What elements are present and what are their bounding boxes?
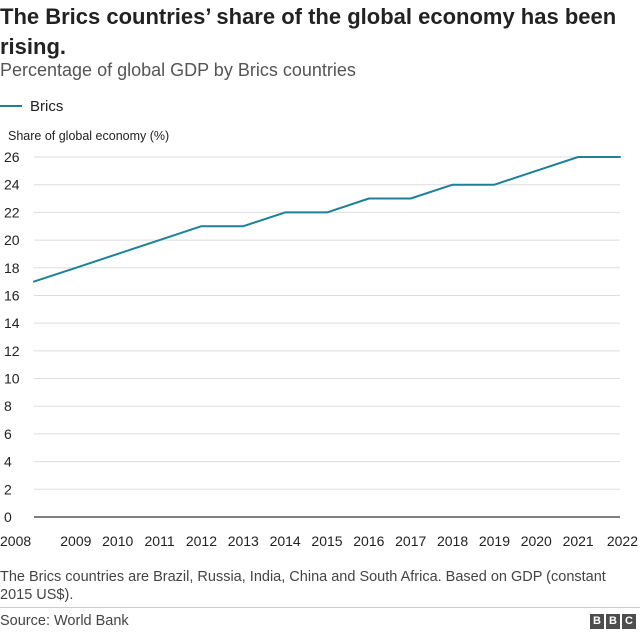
chart-subtitle: Percentage of global GDP by Brics countr… xyxy=(0,60,356,80)
bbc-logo: B B C xyxy=(590,614,636,629)
y-tick-label: 18 xyxy=(4,260,20,276)
y-tick-label: 16 xyxy=(4,287,20,303)
x-tick-label: 2017 xyxy=(395,533,426,549)
x-tick-label: 2013 xyxy=(228,533,259,549)
x-tick-label: 2012 xyxy=(186,533,217,549)
y-tick-label: 2 xyxy=(4,481,12,497)
y-tick-label: 24 xyxy=(4,177,20,193)
x-tick-label: 2010 xyxy=(102,533,133,549)
y-tick-label: 4 xyxy=(4,454,12,470)
x-tick-label: 2018 xyxy=(437,533,468,549)
legend-swatch xyxy=(0,105,22,107)
bbc-logo-letter: C xyxy=(622,614,636,629)
legend: Brics xyxy=(0,96,63,116)
y-tick-label: 6 xyxy=(4,426,12,442)
y-tick-label: 0 xyxy=(4,509,12,525)
x-tick-label: 2021 xyxy=(563,533,594,549)
y-tick-label: 20 xyxy=(4,232,20,248)
y-tick-label: 10 xyxy=(4,371,20,387)
source-credit: Source: World Bank xyxy=(0,613,129,629)
bbc-logo-letter: B xyxy=(590,614,604,629)
line-chart: Share of global economy (%)0246810121416… xyxy=(0,129,638,549)
y-tick-label: 14 xyxy=(4,315,20,331)
x-tick-label: 2008 xyxy=(0,533,31,549)
legend-label: Brics xyxy=(30,97,64,115)
x-tick-label: 2014 xyxy=(270,533,301,549)
y-tick-label: 12 xyxy=(4,343,20,359)
x-tick-label: 2009 xyxy=(60,533,91,549)
bbc-logo-letter: B xyxy=(606,614,620,629)
chart-title: The Brics countries’ share of the global… xyxy=(0,4,617,59)
x-tick-label: 2016 xyxy=(353,533,384,549)
y-tick-label: 26 xyxy=(4,149,20,165)
x-tick-label: 2022 xyxy=(607,533,638,549)
series-line-brics xyxy=(33,156,621,283)
footnote: The Brics countries are Brazil, Russia, … xyxy=(0,569,606,603)
x-tick-label: 2011 xyxy=(145,533,175,549)
y-tick-label: 8 xyxy=(4,398,12,414)
y-tick-label: 22 xyxy=(4,204,20,220)
x-tick-label: 2019 xyxy=(479,533,510,549)
footer-divider xyxy=(0,607,640,608)
y-axis-title: Share of global economy (%) xyxy=(8,129,169,143)
x-tick-label: 2020 xyxy=(521,533,552,549)
x-tick-label: 2015 xyxy=(311,533,342,549)
